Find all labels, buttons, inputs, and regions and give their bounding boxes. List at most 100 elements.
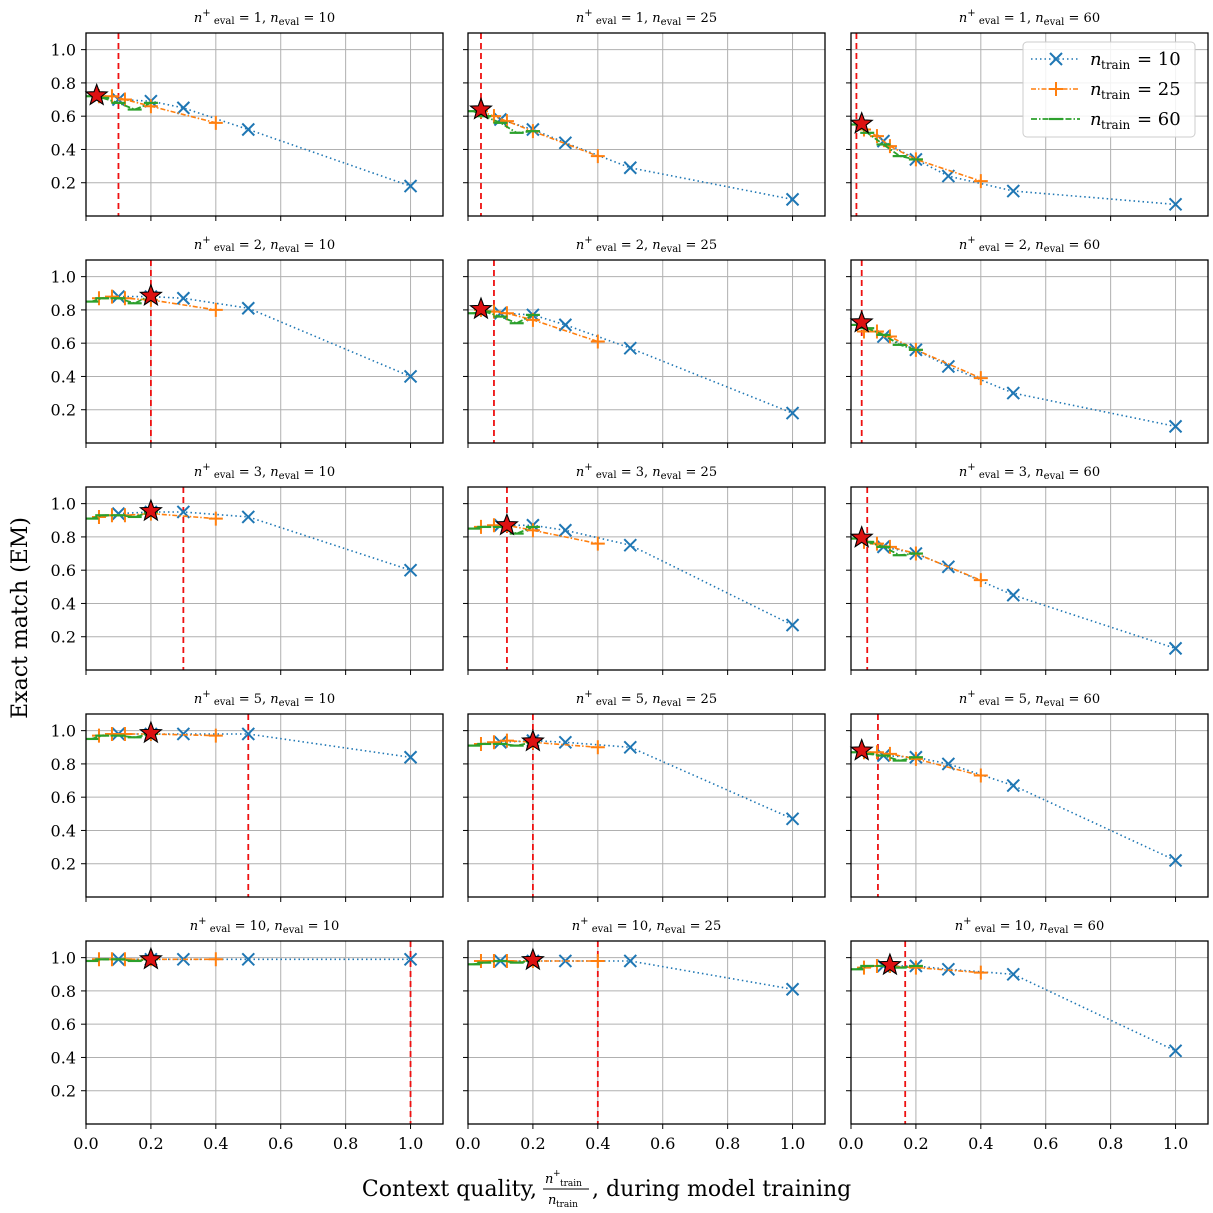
subplot-title-part: = 10, [995,919,1039,934]
best-point-star [138,283,163,306]
y-tick-label: 0.4 [51,140,76,159]
subplot-title-part: eval [1044,471,1065,482]
data-point-ntrain-10 [941,757,956,771]
data-point-ntrain-25 [473,953,488,968]
subplot-title-part: n [194,11,202,26]
subplot-title-part: = 60 [1069,919,1105,934]
subplot-title-part: n [576,465,584,480]
data-point-ntrain-25 [143,99,158,114]
series-line-ntrain-10 [500,739,793,820]
legend-label-eq: = 10 [1137,49,1181,70]
subplot-title-part: eval [593,16,617,27]
grid [85,941,443,1124]
subplot-title: n+ eval = 5, neval = 60 [959,689,1100,709]
axes-frame [850,32,1209,217]
subplot-title-part: eval [976,697,1000,708]
y-tick-label: 0.6 [51,107,76,126]
plot-area [851,260,1183,443]
subplot-title-part: n [959,692,967,707]
grid [85,487,443,670]
subplot: n+ eval = 3, neval = 25 [463,462,826,675]
data-point-ntrain-25 [973,371,988,386]
data-point-ntrain-10 [241,510,255,524]
best-point-star [468,296,493,320]
data-point-ntrain-10 [403,563,418,577]
plus-marker-icon [1049,82,1063,96]
subplot-title-part: = 10 [299,465,335,480]
subplot-title-part: = 10 [304,919,340,934]
y-tick-label: 1.0 [51,41,76,60]
subplot: n+ eval = 5, neval = 60 [846,689,1209,902]
y-tick-label: 0.2 [51,401,76,420]
subplot-title-part: n [1039,919,1047,934]
subplot: n+ eval = 2, neval = 60 [846,235,1209,448]
grid [850,260,1208,443]
x-tick-label: 1.0 [398,1134,423,1153]
data-point-ntrain-25 [104,89,119,104]
grid [467,714,825,897]
data-point-ntrain-10 [1006,588,1020,602]
subplot: n+ eval = 1, neval = 100.20.40.60.81.0 [51,8,444,221]
subplot-title-part: = 3, [235,465,271,480]
subplot-title-part: eval [1044,17,1065,28]
data-point-ntrain-10 [1168,641,1183,656]
subplot-title-part: = 25 [681,465,717,480]
subplot-title-part: + [967,462,975,473]
x-tick-label: 0.0 [455,1134,480,1153]
subplot-title-part: eval [279,17,300,28]
data-point-ntrain-10 [241,952,255,967]
data-point-ntrain-10 [785,192,800,207]
grid [85,33,443,216]
legend: n train = 10 n train = 25 n train = 60 [1022,41,1196,138]
subplot: n+ eval = 5, neval = 100.20.40.60.81.0 [51,689,444,902]
subplot-title-part: n [576,692,584,707]
subplot-title-part: n [270,11,278,26]
subplot-title-part: n [1035,465,1043,480]
y-axis-label: Exact match (EM) [8,517,33,719]
best-point-star [849,111,874,134]
data-point-ntrain-10 [941,962,956,976]
series-line-ntrain-10 [500,118,793,201]
series-line-ntrain-10 [118,98,411,187]
data-point-ntrain-25 [973,573,988,588]
x-tick-label: 0.4 [203,1134,228,1153]
data-point-ntrain-25 [486,518,501,533]
data-point-ntrain-25 [208,728,223,743]
x-tick-label: 0.0 [73,1134,98,1153]
data-point-ntrain-10 [403,750,418,764]
best-point-star [84,82,109,106]
x-tick-label: 0.2 [138,1134,163,1153]
subplot-title-part: + [584,8,592,19]
y-tick-label: 0.4 [51,821,76,840]
subplot-title-part: eval [976,470,1000,481]
grid [467,487,825,670]
subplot-title-part: n [194,465,202,480]
y-tick-label: 1.0 [51,722,76,741]
subplot-title: n+ eval = 1, neval = 60 [959,8,1100,28]
axes-frame [467,486,826,671]
axes-frame [85,713,444,898]
data-point-ntrain-10 [241,727,255,741]
grid [85,714,443,897]
plot-area [851,714,1183,897]
subplot-title-part: eval [976,16,1000,27]
data-point-ntrain-10 [403,179,418,193]
series-line-ntrain-10 [883,140,1176,206]
axes-frame [85,259,444,444]
legend-frame [1022,41,1196,138]
best-point-star [849,738,874,761]
subplot-title-part: eval [283,925,304,936]
subplot-title-part: n [270,465,278,480]
subplot-title-part: eval [1044,244,1065,255]
subplot-title-part: = 10 [299,692,335,707]
axes-frame [467,259,826,444]
plot-area [86,33,418,216]
data-point-ntrain-25 [208,511,223,526]
x-tick-label: 1.0 [1163,1134,1188,1153]
subplot-title-part: + [967,235,975,246]
subplot-title: n+ eval = 1, neval = 25 [576,8,717,28]
series-line-ntrain-10 [883,546,1176,650]
subplot-title-part: = 1, [1000,11,1036,26]
best-point-star [138,720,163,744]
